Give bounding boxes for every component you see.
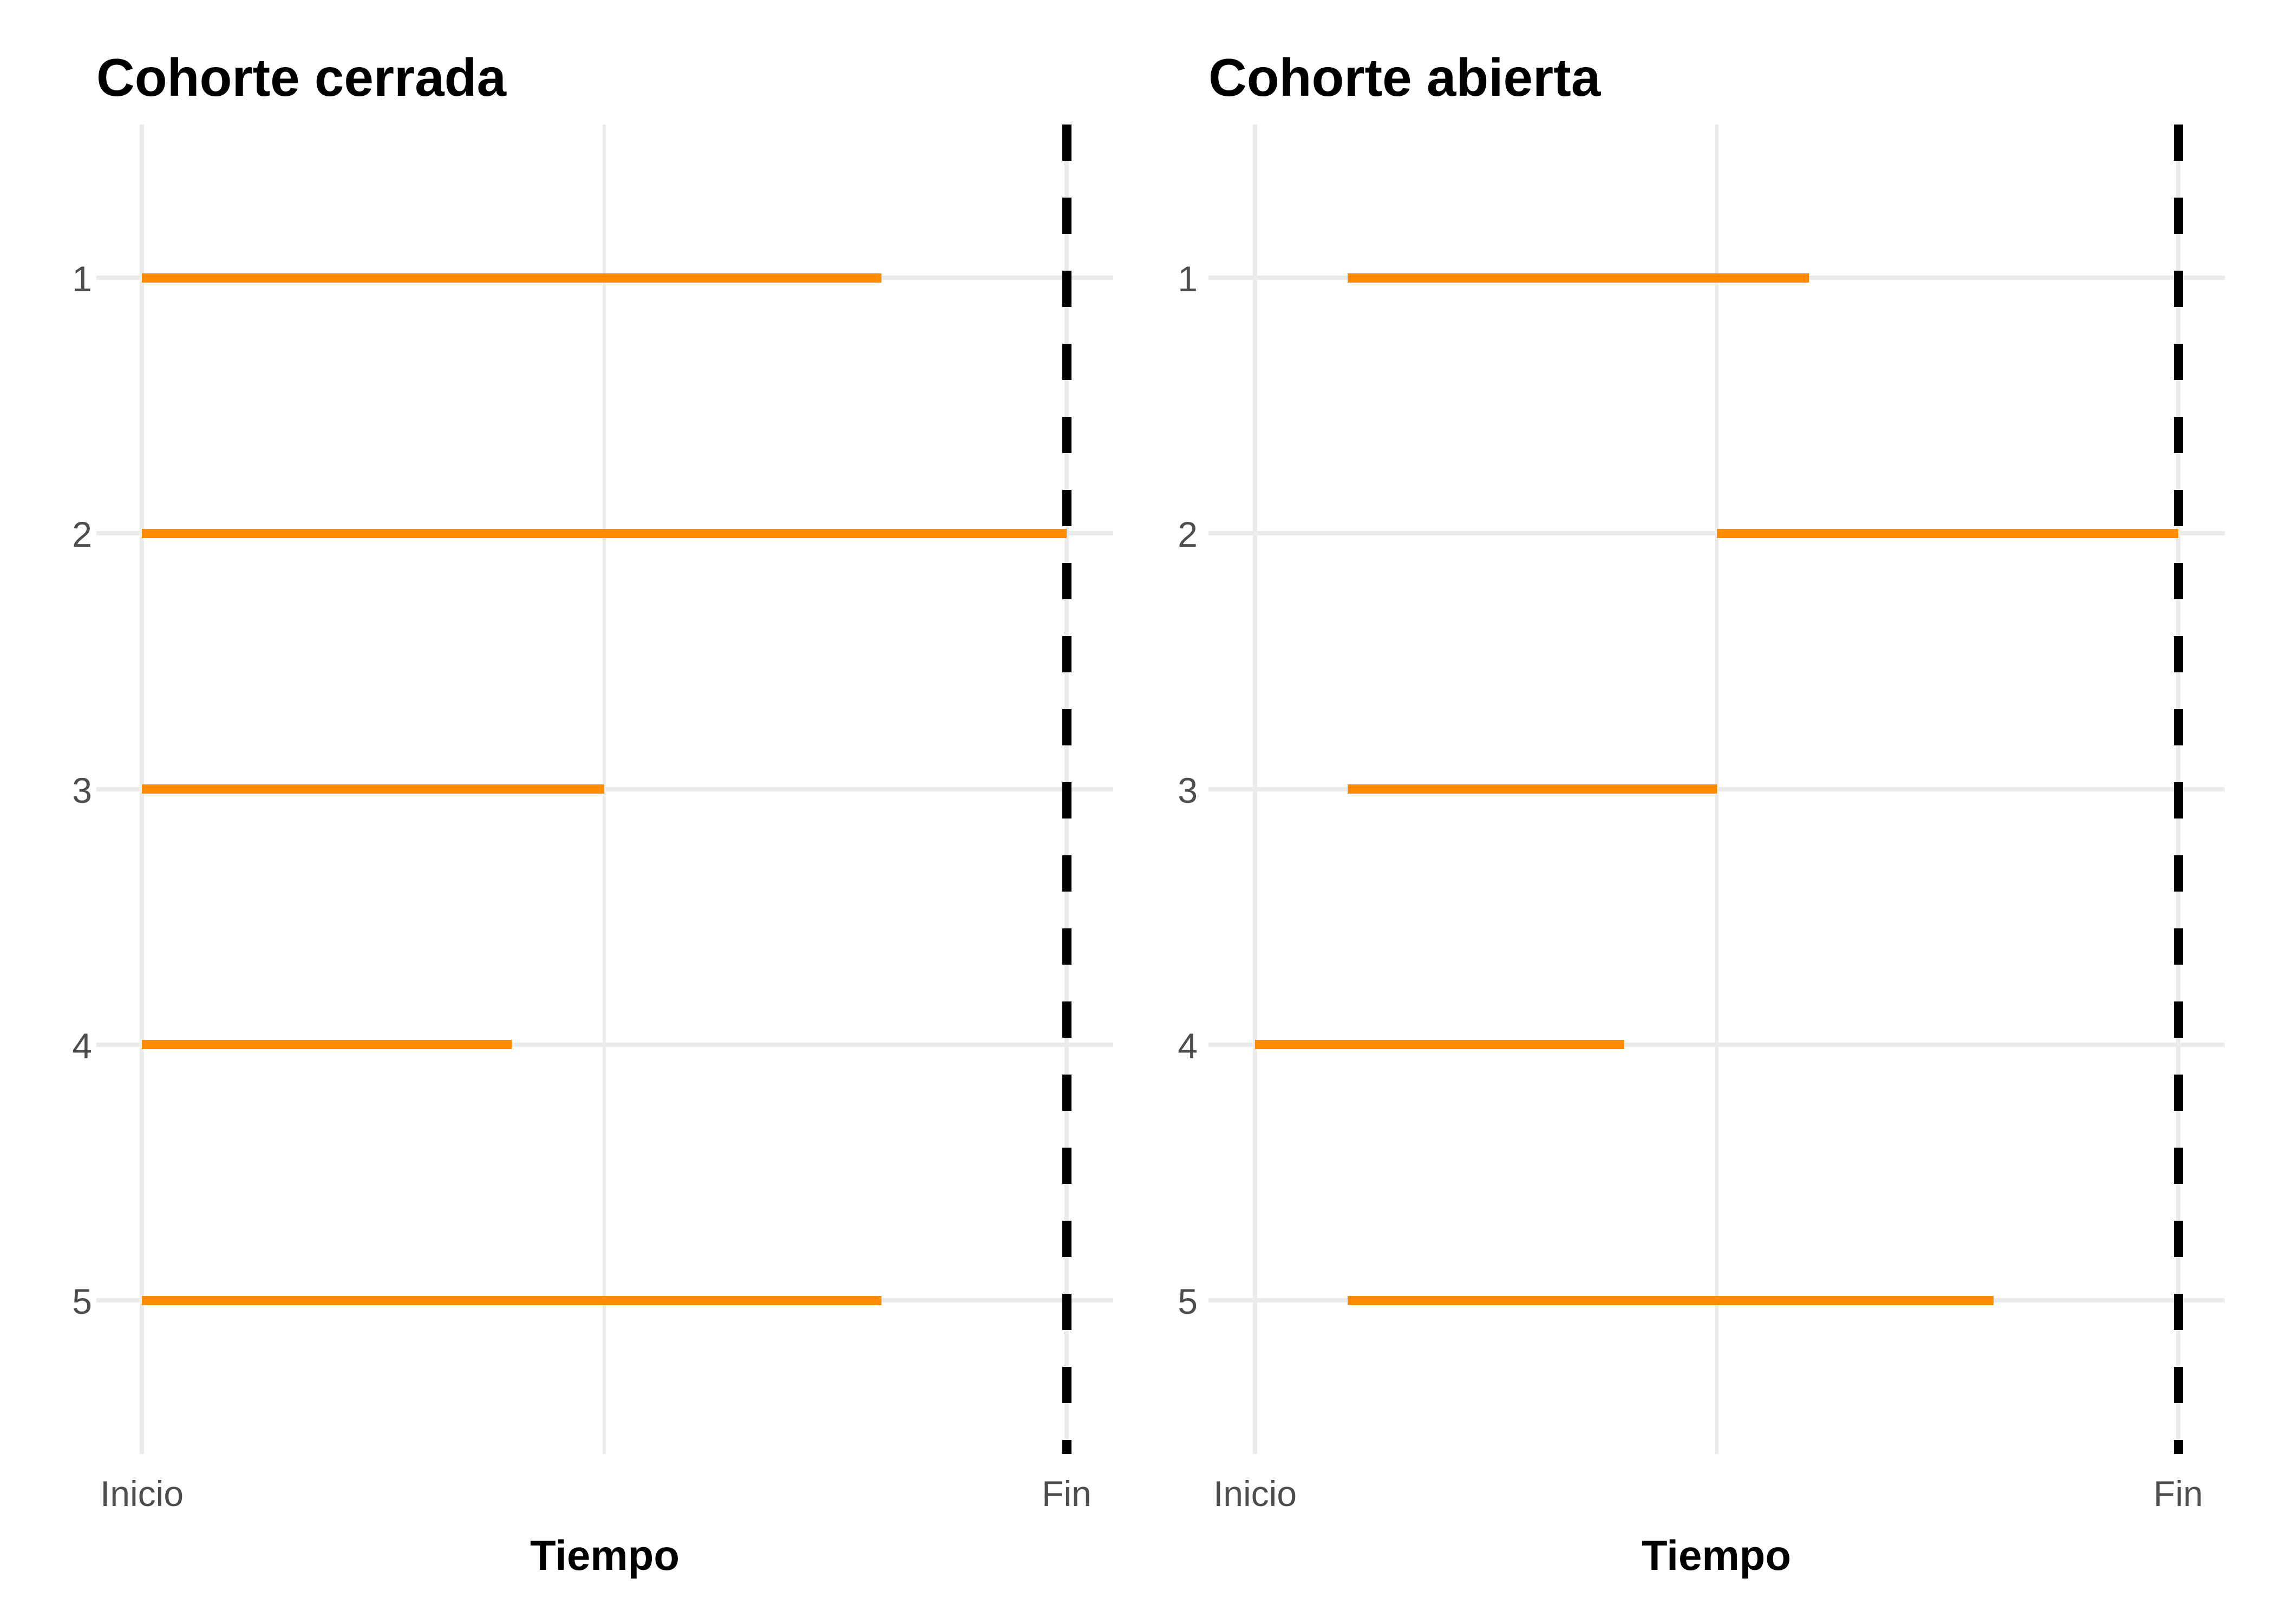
y-tick-label: 1 xyxy=(1178,259,1198,299)
y-tick-label: 2 xyxy=(1178,514,1198,555)
follow-up-segment xyxy=(142,1295,882,1305)
follow-up-segment xyxy=(1347,1295,1994,1305)
x-axis-title-right: Tiempo xyxy=(1642,1531,1791,1579)
panel-title-right: Cohorte abierta xyxy=(1208,48,1601,107)
follow-up-segment xyxy=(1347,784,1717,794)
follow-up-segment xyxy=(1347,273,1809,283)
y-tick-label: 3 xyxy=(72,770,92,810)
follow-up-segment xyxy=(1716,528,2178,538)
gridline-vertical-minor xyxy=(1715,125,1718,1454)
follow-up-segment xyxy=(142,528,1067,538)
follow-up-segment xyxy=(1255,1040,1624,1050)
x-tick-label: Inicio xyxy=(1213,1474,1297,1514)
gridline-vertical-major xyxy=(1253,125,1257,1454)
y-tick-label: 5 xyxy=(72,1281,92,1321)
end-reference-line xyxy=(2173,125,2183,1454)
y-tick-label: 4 xyxy=(1178,1025,1198,1066)
panel-title-left: Cohorte cerrada xyxy=(96,48,507,107)
x-tick-label: Fin xyxy=(1042,1474,1092,1514)
end-reference-line xyxy=(1062,125,1071,1454)
y-tick-label: 3 xyxy=(1178,770,1198,810)
y-tick-label: 5 xyxy=(1178,1281,1198,1321)
gridline-vertical-minor xyxy=(603,125,606,1454)
x-tick-label: Inicio xyxy=(100,1474,184,1514)
y-tick-label: 1 xyxy=(72,259,92,299)
y-tick-label: 4 xyxy=(72,1025,92,1066)
follow-up-segment xyxy=(142,784,604,794)
x-tick-label: Fin xyxy=(2153,1474,2203,1514)
follow-up-segment xyxy=(142,273,882,283)
follow-up-segment xyxy=(142,1040,512,1050)
x-axis-title-left: Tiempo xyxy=(530,1531,679,1579)
y-tick-label: 2 xyxy=(72,514,92,555)
